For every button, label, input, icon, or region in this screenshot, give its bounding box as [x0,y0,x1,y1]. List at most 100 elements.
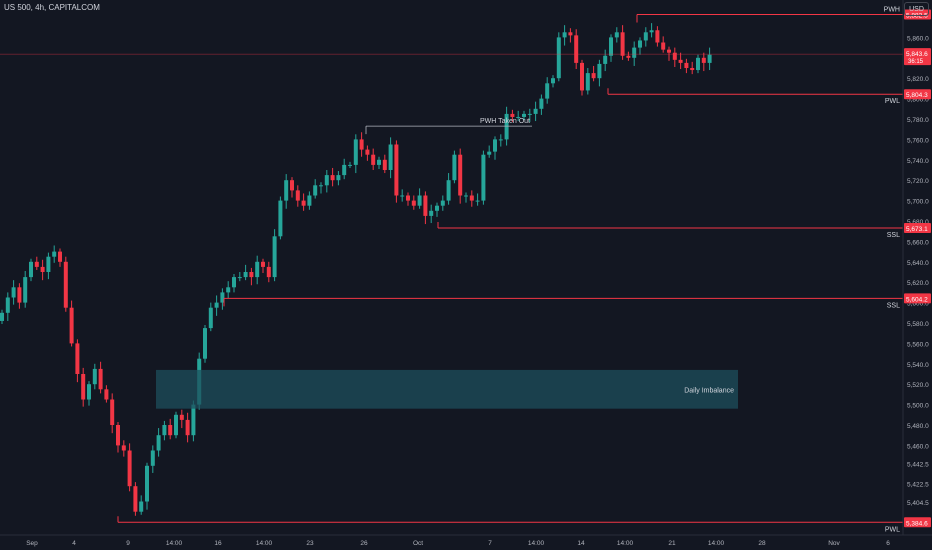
price-tick-label: 5,740.0 [907,158,929,165]
price-tick-label: 5,620.0 [907,280,929,287]
level-price-badge [904,9,931,20]
candle-body [672,52,677,60]
time-tick-label: Sep [26,540,38,547]
candle-body [429,210,434,216]
candle-body [504,113,509,140]
candle-body [220,292,225,303]
candle-body [203,328,207,359]
candle-body [34,261,39,267]
price-axis[interactable]: 5,860.05,840.05,820.05,800.05,780.05,760… [902,0,931,535]
candle-body [133,486,138,512]
candle-body [487,151,492,155]
price-tick-label: 5,720.0 [907,178,929,185]
candle-body [452,154,457,181]
candle-body [394,144,399,196]
candle-body [75,343,80,374]
candle-body [156,435,161,451]
candle-body [614,32,619,38]
level-name-label: PWL [885,98,900,105]
candle-body [330,175,335,181]
candle-body [266,266,271,278]
candle-body [81,374,86,400]
level-price-label: 5,804.3 [906,92,928,99]
candle-body [591,73,596,79]
candle-body [603,55,608,64]
current-price-label: 5,843.6 [906,51,928,58]
time-axis[interactable]: Sep 4 9 14:00 16 14:00 23 26 Oct 7 14:00 14 14:00 21 1… [0,534,932,547]
time-tick-label: 9 [126,540,130,547]
symbol-title[interactable]: US 500, 4h, CAPITALCOM [4,3,100,12]
candle-body [597,63,602,79]
level-name-label: PWL [885,526,900,533]
candle-body [568,32,573,36]
candle-body [23,277,28,303]
candle-body [40,266,45,272]
candle-body [388,144,393,170]
candle-body [707,54,712,63]
candle-body [411,200,416,206]
candle-body [313,185,318,196]
candle-body [214,302,219,308]
candle-body [185,419,190,436]
time-tick-label: 7 [488,540,492,547]
candle-body [365,149,370,155]
level-name-label: SSL [887,232,900,239]
time-tick-label: 26 [360,540,368,547]
candle-body [336,175,341,181]
candle-body [243,272,248,278]
candle-body [469,195,474,201]
candle-body [359,139,364,150]
candle-body [261,261,265,267]
candle-body [643,32,648,41]
candle-body [191,404,196,436]
candle-body [678,59,683,63]
price-tick-label: 5,580.0 [907,321,929,328]
candle-body [278,200,283,237]
price-tick-label: 5,422.5 [907,482,929,489]
candle-body [150,450,155,466]
candle-body [400,195,405,197]
level-price-badge [904,89,931,100]
price-tick-label: 5,600.0 [907,301,929,308]
currency-button[interactable]: USD [904,2,929,16]
candle-body [632,47,637,58]
price-tick-label: 5,540.0 [907,362,929,369]
candle-body [516,116,521,118]
candle-body [446,180,451,201]
candle-body [626,55,631,58]
overlays-layer: Daily Imbalance PWH Taken Out PWH PWL SSL SSL… [0,6,903,533]
candle-body [353,139,358,165]
candle-body [179,414,184,420]
candle-body [284,180,289,201]
price-tick-label: 5,800.0 [907,97,929,104]
price-tick-label: 5,442.5 [907,461,929,468]
candle-body [562,32,567,38]
candle-body [417,195,422,206]
candle-body [522,113,526,117]
price-tick-label: 5,860.0 [907,35,929,42]
candle-body [701,57,706,63]
bar-countdown-label: 36:15 [908,59,924,65]
price-tick-label: 5,500.0 [907,403,929,410]
level-name-label: PWH [884,6,900,13]
candle-body [5,297,10,313]
candle-body [29,261,33,278]
candle-body [493,139,497,152]
price-tick-label: 5,780.0 [907,117,929,124]
time-tick-label: 14:00 [166,540,183,547]
price-tick-label: 5,520.0 [907,382,929,389]
candle-body [684,62,689,68]
candle-body [423,195,428,216]
candle-body [638,40,642,48]
candle-body [69,307,74,344]
price-tick-label: 5,560.0 [907,341,929,348]
time-tick-label: 14:00 [256,540,273,547]
candle-body [87,384,91,400]
price-tick-label: 5,760.0 [907,137,929,144]
time-tick-label: Oct [413,540,423,547]
time-tick-label: Nov [828,540,840,547]
level-price-label: 5,604.2 [906,296,928,303]
candle-body [661,42,666,50]
candle-body [232,277,236,288]
